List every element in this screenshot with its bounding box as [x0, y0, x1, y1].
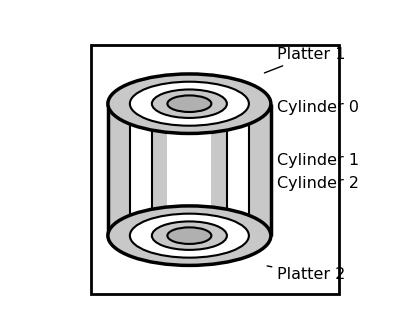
Bar: [152, 104, 227, 236]
Ellipse shape: [168, 227, 211, 244]
Text: Cylinder 1: Cylinder 1: [271, 153, 360, 168]
Ellipse shape: [152, 89, 227, 118]
Bar: [168, 104, 211, 236]
Ellipse shape: [130, 82, 249, 126]
Text: Cylinder 2: Cylinder 2: [271, 176, 360, 194]
Text: Platter 2: Platter 2: [267, 266, 346, 282]
Ellipse shape: [108, 206, 271, 265]
Ellipse shape: [152, 221, 227, 250]
Bar: [130, 104, 249, 236]
Bar: [108, 104, 271, 236]
Text: Cylinder 0: Cylinder 0: [271, 100, 360, 118]
Ellipse shape: [130, 214, 249, 258]
Text: Platter 1: Platter 1: [265, 47, 346, 73]
Ellipse shape: [108, 74, 271, 133]
Ellipse shape: [168, 95, 211, 112]
